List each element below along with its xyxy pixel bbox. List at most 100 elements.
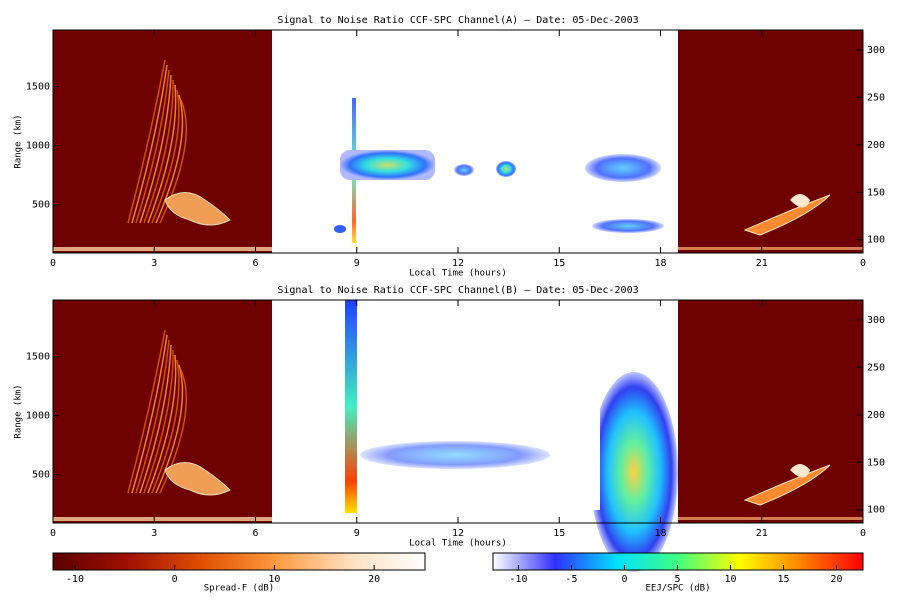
spread-f-plume (155, 94, 184, 224)
x-tick-label: 6 (252, 528, 258, 539)
spread-f-plume (135, 69, 170, 224)
colorbar-tick-label: -10 (509, 574, 527, 585)
colorbar-tick-label: -5 (565, 574, 577, 585)
night-right (678, 300, 863, 523)
ground-echo (53, 247, 272, 251)
ejf-echo (454, 164, 474, 176)
colorbar-segment (276, 553, 352, 570)
colorbar-segment (678, 553, 741, 570)
panel-title: Signal to Noise Ratio CCF-SPC Channel(A)… (277, 15, 638, 26)
x-tick-label: 18 (654, 528, 666, 539)
colorbar-tick-label: 5 (674, 574, 680, 585)
y2-tick-label: 300 (867, 315, 885, 326)
colorbar-tick-label: 0 (621, 574, 627, 585)
x-tick-label: 21 (756, 528, 768, 539)
spread-f-plume (143, 79, 174, 224)
spread-f-plume (151, 359, 180, 494)
colorbar-segment (53, 553, 128, 570)
x-tick-label: 15 (553, 258, 565, 269)
x-tick-label: 12 (452, 258, 464, 269)
y2-tick-label: 250 (867, 362, 885, 373)
colorbar-segment (739, 553, 802, 570)
spread-f-plume (151, 89, 180, 224)
y-tick-label: 500 (32, 200, 50, 211)
x-tick-label: 3 (151, 528, 157, 539)
ejf-echo (590, 410, 600, 510)
ejf-echo (345, 300, 357, 513)
panel-title: Signal to Noise Ratio CCF-SPC Channel(B)… (277, 285, 638, 296)
x-tick-label: 0 (860, 258, 866, 269)
spread-f-plume (743, 464, 831, 506)
x-tick-label: 18 (654, 258, 666, 269)
spread-f-plume (139, 74, 172, 224)
y2-tick-label: 100 (867, 235, 885, 246)
x-tick-label: 0 (50, 528, 56, 539)
spread-f-plume (143, 349, 174, 494)
colorbar-frame (492, 552, 864, 571)
y-axis-label: Range (km) (14, 384, 24, 438)
ground-echo (678, 517, 863, 520)
spread-f-plume (155, 364, 184, 494)
colorbar-tick-label: 20 (830, 574, 842, 585)
colorbar-segment (350, 553, 426, 570)
y2-tick-label: 100 (867, 505, 885, 516)
ejf-echo (585, 154, 661, 182)
x-tick-label: 12 (452, 528, 464, 539)
y2-tick-label: 150 (867, 187, 885, 198)
spread-f-plume (131, 64, 168, 224)
spread-f-plume (147, 84, 177, 224)
y-tick-label: 1000 (26, 411, 50, 422)
colorbar-frame (52, 552, 426, 571)
y2-tick-label: 150 (867, 457, 885, 468)
y2-tick-label: 200 (867, 410, 885, 421)
spread-f-plume (135, 339, 170, 494)
colorbar-tick-label: 10 (724, 574, 736, 585)
ground-echo (53, 517, 272, 521)
spread-f-blob (164, 192, 231, 226)
colorbar-tick-label: 0 (172, 574, 178, 585)
spread-f-plume (147, 354, 177, 494)
spread-f-plume (127, 329, 166, 494)
colorbar-tick-label: -10 (66, 574, 84, 585)
spread-f-plume (131, 334, 168, 494)
spread-f-blob (790, 464, 810, 478)
spread-f-plume (743, 194, 831, 236)
colorbar-segment (616, 553, 679, 570)
colorbar-segment (801, 553, 864, 570)
x-tick-label: 15 (553, 528, 565, 539)
y-axis-label: Range (km) (14, 114, 24, 168)
y-tick-label: 1500 (26, 352, 50, 363)
x-tick-label: 9 (354, 258, 360, 269)
ejf-echo (360, 441, 550, 469)
y2-tick-label: 200 (867, 140, 885, 151)
colorbar-tick-label: 10 (268, 574, 280, 585)
colorbar-segment (554, 553, 617, 570)
ejf-echo (334, 225, 346, 233)
night-right (678, 30, 863, 253)
spread-f-plume (139, 344, 172, 494)
ejf-echo (340, 150, 435, 180)
y2-tick-label: 250 (867, 92, 885, 103)
x-tick-label: 21 (756, 258, 768, 269)
x-tick-label: 9 (354, 528, 360, 539)
x-axis-label: Local Time (hours) (409, 269, 507, 279)
colorbar-label: EEJ/SPC (dB) (645, 584, 710, 594)
colorbar-tick-label: 20 (368, 574, 380, 585)
x-tick-label: 0 (860, 528, 866, 539)
spread-f-plume (127, 59, 166, 224)
y2-tick-label: 300 (867, 45, 885, 56)
y-tick-label: 1500 (26, 82, 50, 93)
x-tick-label: 6 (252, 258, 258, 269)
ejf-echo (592, 219, 664, 233)
ejf-echo (496, 161, 516, 177)
colorbar-tick-label: 15 (777, 574, 789, 585)
x-tick-label: 0 (50, 258, 56, 269)
colorbar-segment (493, 553, 556, 570)
colorbar-label: Spread-F (dB) (204, 584, 274, 594)
x-axis-label: Local Time (hours) (409, 539, 507, 549)
x-tick-label: 3 (151, 258, 157, 269)
colorbar-segment (127, 553, 203, 570)
ejf-echo (590, 372, 678, 572)
ground-echo (678, 247, 863, 250)
